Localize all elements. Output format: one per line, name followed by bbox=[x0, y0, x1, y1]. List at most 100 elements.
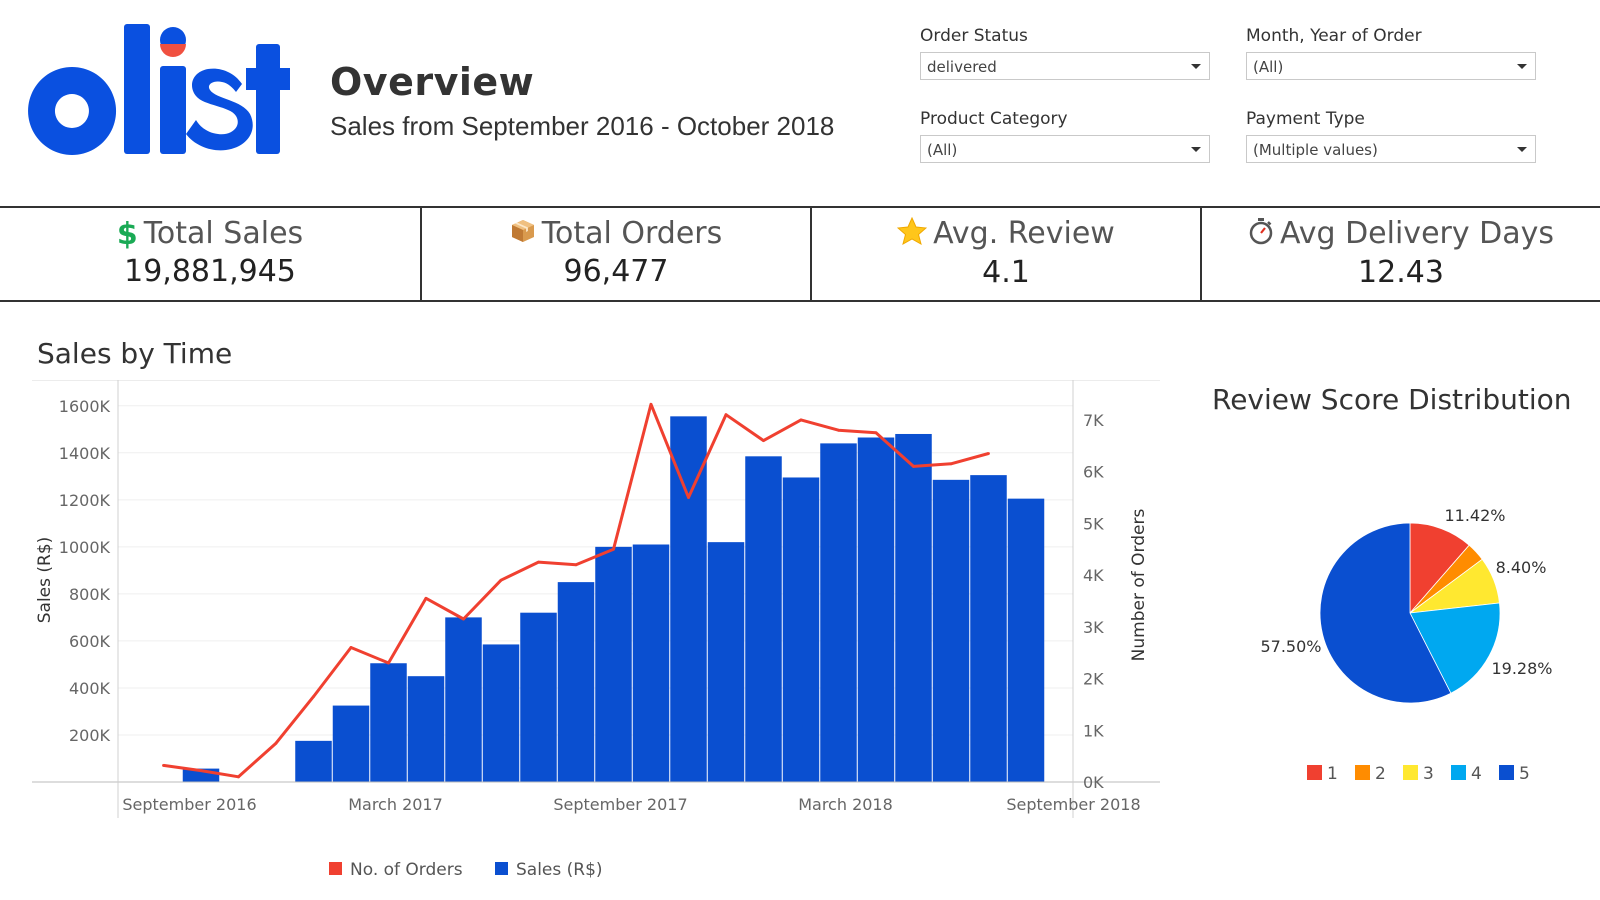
review-score-pie-chart: 11.42% 8.40% 19.28% 57.50% 1 2 3 4 5 bbox=[1260, 506, 1552, 784]
sales-bar[interactable] bbox=[295, 740, 332, 782]
kpi-label: Total Sales bbox=[143, 216, 304, 251]
orders-point[interactable] bbox=[199, 769, 203, 773]
orders-point[interactable] bbox=[349, 646, 353, 649]
kpi-avg-review: Avg. Review 4.1 bbox=[810, 208, 1200, 300]
olist-logo bbox=[28, 24, 290, 155]
filter-month-year: Month, Year of Order (All) bbox=[1246, 26, 1536, 80]
orders-point[interactable] bbox=[537, 560, 540, 564]
orders-point[interactable] bbox=[724, 413, 728, 417]
sales-bar[interactable] bbox=[745, 456, 782, 782]
sales-bar[interactable] bbox=[707, 542, 745, 782]
y2-tick-label: 6K bbox=[1083, 463, 1104, 482]
pie-slice-5[interactable] bbox=[1319, 522, 1452, 704]
x-tick-label: September 2018 bbox=[1006, 795, 1140, 814]
orders-point[interactable] bbox=[387, 661, 390, 665]
orders-point[interactable] bbox=[312, 695, 315, 699]
review-distribution-title: Review Score Distribution bbox=[1212, 383, 1572, 416]
chevron-down-icon[interactable] bbox=[1507, 136, 1535, 162]
filter-label: Order Status bbox=[920, 26, 1028, 46]
pie-value-label: 19.28% bbox=[1491, 659, 1552, 678]
chevron-down-icon[interactable] bbox=[1181, 136, 1209, 162]
chevron-down-icon[interactable] bbox=[1181, 53, 1209, 79]
pie-slice-1[interactable] bbox=[1409, 522, 1470, 615]
orders-point[interactable] bbox=[912, 465, 915, 468]
sales-bar[interactable] bbox=[970, 475, 1007, 782]
dollar-icon: $ bbox=[116, 217, 138, 252]
dropdown-value: (Multiple values) bbox=[1253, 141, 1378, 159]
sales-bar[interactable] bbox=[445, 617, 482, 782]
orders-point[interactable] bbox=[987, 452, 990, 455]
sales-bar[interactable] bbox=[670, 416, 707, 782]
orders-point[interactable] bbox=[799, 418, 803, 422]
legend-swatch bbox=[1307, 765, 1322, 780]
y-tick-label: 1000K bbox=[59, 538, 111, 557]
x-tick-label: March 2017 bbox=[348, 795, 443, 814]
orders-point[interactable] bbox=[837, 428, 840, 432]
y2-tick-label: 7K bbox=[1083, 411, 1104, 430]
y2-tick-label: 0K bbox=[1083, 773, 1104, 792]
filter-payment-type: Payment Type (Multiple values) bbox=[1246, 109, 1536, 163]
order-status-dropdown[interactable]: delivered bbox=[920, 52, 1210, 80]
y-axis-label: Sales (R$) bbox=[35, 537, 55, 624]
sales-bar[interactable] bbox=[932, 479, 970, 782]
sales-bar[interactable] bbox=[332, 705, 370, 782]
kpi-value: 19,881,945 bbox=[124, 254, 296, 289]
sales-bar[interactable] bbox=[407, 676, 445, 782]
month-year-dropdown[interactable]: (All) bbox=[1246, 52, 1536, 80]
legend-swatch bbox=[1403, 765, 1418, 780]
legend-label: 1 bbox=[1327, 764, 1338, 784]
orders-point[interactable] bbox=[612, 547, 615, 551]
orders-point[interactable] bbox=[762, 439, 765, 442]
x-tick-label: September 2017 bbox=[553, 795, 687, 814]
legend-label: 3 bbox=[1423, 764, 1434, 784]
orders-point[interactable] bbox=[424, 596, 428, 600]
orders-point[interactable] bbox=[649, 402, 653, 406]
sales-by-time-title: Sales by Time bbox=[37, 337, 233, 370]
kpi-label: Avg. Review bbox=[933, 216, 1115, 251]
sales-bar[interactable] bbox=[482, 644, 520, 782]
sales-bar[interactable] bbox=[595, 546, 632, 782]
orders-point[interactable] bbox=[949, 462, 953, 466]
sales-bar[interactable] bbox=[370, 663, 407, 782]
orders-point[interactable] bbox=[499, 578, 503, 582]
sales-bar[interactable] bbox=[820, 443, 857, 782]
y2-tick-label: 2K bbox=[1083, 670, 1104, 689]
y2-tick-label: 3K bbox=[1083, 618, 1104, 637]
x-tick-label: March 2018 bbox=[798, 795, 893, 814]
sales-bar[interactable] bbox=[557, 582, 595, 782]
sales-bar[interactable] bbox=[857, 437, 895, 782]
orders-point[interactable] bbox=[162, 764, 165, 767]
y-tick-label: 1200K bbox=[59, 491, 111, 510]
kpi-total-sales: $ Total Sales 19,881,945 bbox=[0, 208, 420, 300]
legend-label: 5 bbox=[1519, 764, 1530, 784]
kpi-value: 12.43 bbox=[1358, 254, 1444, 290]
orders-point[interactable] bbox=[687, 496, 690, 499]
package-icon bbox=[510, 217, 536, 252]
kpi-band: $ Total Sales 19,881,945 Total Orders 96,… bbox=[0, 206, 1600, 302]
filter-label: Payment Type bbox=[1246, 109, 1365, 129]
product-category-dropdown[interactable]: (All) bbox=[920, 135, 1210, 163]
sales-bar[interactable] bbox=[632, 544, 670, 782]
kpi-label: Total Orders bbox=[541, 216, 723, 251]
pie-slice-4[interactable] bbox=[1409, 602, 1501, 694]
orders-point[interactable] bbox=[237, 775, 240, 779]
dropdown-value: (All) bbox=[1253, 58, 1284, 76]
chevron-down-icon[interactable] bbox=[1507, 53, 1535, 79]
orders-point[interactable] bbox=[574, 563, 578, 567]
page-subtitle: Sales from September 2016 - October 2018 bbox=[330, 111, 835, 141]
legend-label: 4 bbox=[1471, 764, 1482, 784]
orders-point[interactable] bbox=[462, 617, 465, 621]
y-tick-label: 600K bbox=[69, 632, 111, 651]
legend-label-orders: No. of Orders bbox=[350, 860, 463, 880]
x-tick-label: September 2016 bbox=[122, 795, 256, 814]
star-icon bbox=[896, 216, 928, 253]
sales-bar[interactable] bbox=[895, 433, 932, 782]
sales-bar[interactable] bbox=[520, 612, 557, 782]
sales-bar[interactable] bbox=[782, 477, 820, 782]
payment-type-dropdown[interactable]: (Multiple values) bbox=[1246, 135, 1536, 163]
filter-product-category: Product Category (All) bbox=[920, 109, 1210, 163]
kpi-total-orders: Total Orders 96,477 bbox=[420, 208, 810, 300]
orders-point[interactable] bbox=[874, 431, 878, 435]
sales-bar[interactable] bbox=[1007, 498, 1045, 782]
orders-point[interactable] bbox=[274, 741, 278, 745]
